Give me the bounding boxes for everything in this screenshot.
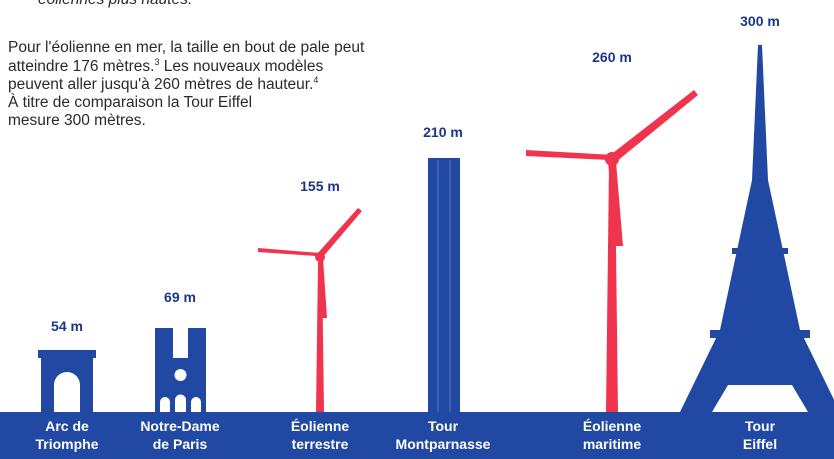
paragraph-line: Pour l'éolienne en mer, la taille en bou… xyxy=(8,39,365,56)
text: peuvent aller jusqu'à 260 mètres de haut… xyxy=(8,76,313,93)
shape xyxy=(732,248,788,254)
item-label: Éolienne xyxy=(583,418,642,434)
shape xyxy=(38,350,96,358)
height-label: 69 m xyxy=(164,289,196,305)
paragraph-line: peuvent aller jusqu'à 260 mètres de haut… xyxy=(8,75,318,93)
item-label: Montparnasse xyxy=(396,436,491,452)
item-label: terrestre xyxy=(292,436,349,452)
shape xyxy=(41,358,93,412)
shape xyxy=(315,252,325,262)
item-label: Éolienne xyxy=(291,418,350,434)
text: atteindre 176 mètres. xyxy=(8,58,154,75)
montparnasse-icon xyxy=(428,158,460,412)
paragraph-line: atteindre 176 mètres.3 Les nouveaux modè… xyxy=(8,57,323,75)
height-label: 210 m xyxy=(423,124,463,140)
item-label: de Paris xyxy=(153,436,208,452)
item-label: Triomphe xyxy=(35,436,98,452)
shape xyxy=(317,208,362,258)
arc-icon xyxy=(38,350,96,412)
infographic: éoliennes plus hautes. Pour l'éolienne e… xyxy=(0,0,834,459)
shape xyxy=(526,150,614,160)
shape xyxy=(738,386,782,412)
paragraph-line: À titre de comparaison la Tour Eiffel xyxy=(8,94,252,111)
shape xyxy=(609,90,698,162)
height-label: 155 m xyxy=(300,178,340,194)
shape xyxy=(175,369,187,381)
footnote-ref: 4 xyxy=(313,75,318,85)
shape xyxy=(428,158,460,412)
height-label: 260 m xyxy=(592,49,632,65)
notre-dame-icon xyxy=(155,328,206,412)
shape xyxy=(680,45,834,412)
item-label: Arc de xyxy=(45,418,89,434)
shape xyxy=(605,152,619,166)
item-label: Notre-Dame xyxy=(140,418,220,434)
page-body: éoliennes plus hautes. Pour l'éolienne e… xyxy=(0,0,834,459)
eiffel-icon xyxy=(680,45,834,412)
offshore-turbine-icon xyxy=(526,90,698,412)
text: Les nouveaux modèles xyxy=(160,58,324,75)
item-label: Eiffel xyxy=(743,436,777,452)
height-label: 300 m xyxy=(740,13,780,29)
shape xyxy=(710,330,810,338)
shape xyxy=(258,248,320,256)
onshore-turbine-icon xyxy=(258,208,362,412)
item-label: Tour xyxy=(745,418,776,434)
item-label: Tour xyxy=(428,418,459,434)
paragraph-line: mesure 300 mètres. xyxy=(8,112,146,129)
intro-fragment: éoliennes plus hautes. xyxy=(38,0,192,8)
item-label: maritime xyxy=(583,436,642,452)
height-label: 54 m xyxy=(51,318,83,334)
page: body { margin: 0; width: 834px; height: … xyxy=(0,0,834,459)
